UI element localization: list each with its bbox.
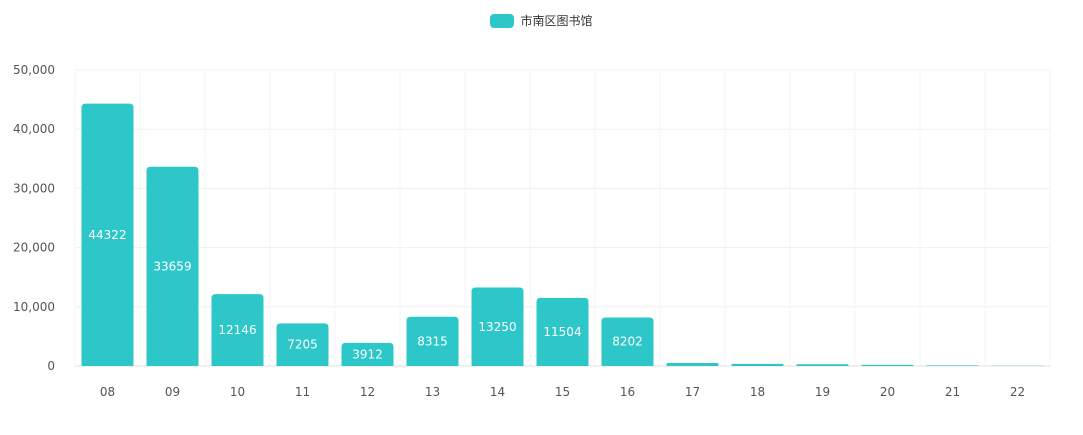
x-tick-label: 12 [360,385,375,399]
x-tick-label: 11 [295,385,310,399]
y-tick-label: 20,000 [13,241,55,255]
legend-label[interactable]: 市南区图书馆 [520,14,593,28]
x-tick-label: 10 [230,385,245,399]
bar[interactable] [796,364,849,366]
x-tick-label: 22 [1010,385,1025,399]
x-tick-label: 09 [165,385,180,399]
x-tick-label: 17 [685,385,700,399]
bar[interactable] [341,342,394,366]
data-label: 11504 [543,325,581,339]
x-tick-label: 08 [100,385,115,399]
bar[interactable] [211,294,264,366]
x-tick-label: 19 [815,385,830,399]
bar[interactable] [406,316,459,366]
bar[interactable] [536,297,589,366]
data-label: 13250 [478,320,516,334]
y-tick-label: 10,000 [13,300,55,314]
bar[interactable] [601,317,654,366]
y-tick-label: 50,000 [13,63,55,77]
bar[interactable] [81,103,134,366]
bar[interactable] [471,287,524,366]
x-tick-label: 15 [555,385,570,399]
x-tick-label: 20 [880,385,895,399]
bar[interactable] [146,166,199,366]
bar[interactable] [861,364,914,366]
data-label: 12146 [218,323,256,337]
x-tick-label: 18 [750,385,765,399]
bar[interactable] [991,365,1044,367]
legend[interactable]: 市南区图书馆 [0,12,1083,29]
x-tick-label: 21 [945,385,960,399]
data-label: 44322 [88,228,126,242]
legend-swatch[interactable] [490,13,515,28]
data-label: 8202 [612,335,643,349]
y-tick-label: 0 [47,359,55,373]
x-tick-label: 16 [620,385,635,399]
bar[interactable] [731,363,784,366]
data-label: 3912 [352,347,383,361]
bar[interactable] [276,323,329,366]
data-label: 8315 [417,334,448,348]
x-tick-label: 13 [425,385,440,399]
data-label: 33659 [153,259,191,273]
data-label: 7205 [287,338,318,352]
x-tick-label: 14 [490,385,505,399]
y-tick-label: 40,000 [13,122,55,136]
bar[interactable] [666,363,719,366]
bar[interactable] [926,365,979,366]
y-tick-label: 30,000 [13,181,55,195]
